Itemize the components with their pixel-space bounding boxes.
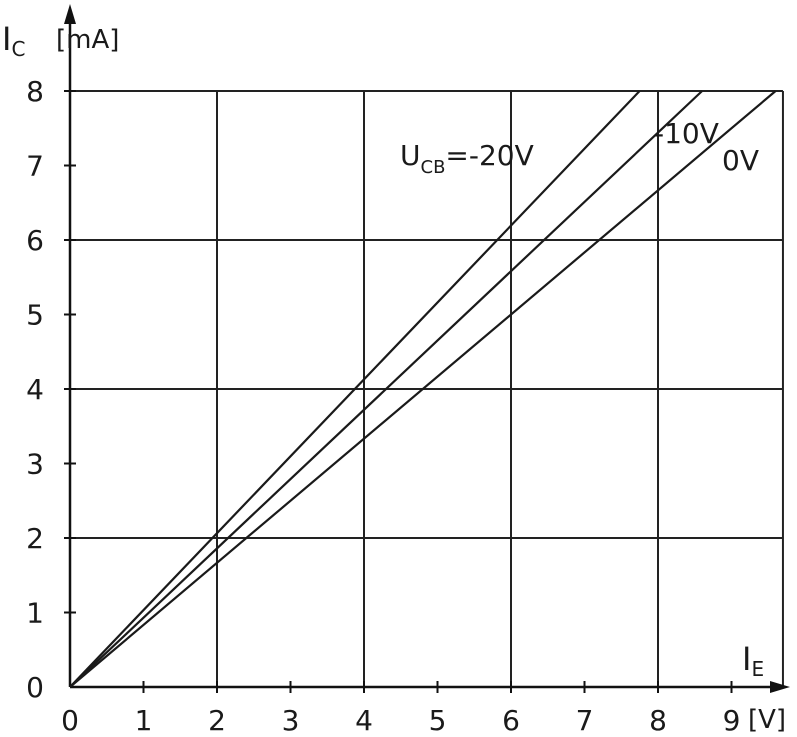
- y-tick-label: 6: [26, 224, 44, 257]
- y-tick-label: 5: [26, 299, 44, 332]
- x-tick-label: 6: [502, 704, 520, 737]
- x-tick-label: 9: [723, 704, 741, 737]
- series-label-ucb-main: U: [400, 139, 421, 172]
- y-axis-unit: [mA]: [56, 25, 119, 55]
- y-tick-label: 4: [26, 373, 44, 406]
- y-tick-label: 7: [26, 150, 44, 183]
- y-tick-label: 0: [26, 671, 44, 704]
- x-tick-label: 7: [576, 704, 594, 737]
- x-tick-label: 4: [355, 704, 373, 737]
- grid: [70, 90, 784, 687]
- y-tick-label: 8: [26, 75, 44, 108]
- series-line-2: [69, 90, 703, 688]
- y-tick-label: 2: [26, 522, 44, 555]
- series-label-ucb-rest: =-20V: [445, 139, 533, 172]
- tick-labels: 0 1 2 3 4 5 6 7 8 9 0 1 2 3 4 5 6 7 8: [26, 75, 740, 737]
- y-axis-title-sub: C: [11, 37, 25, 61]
- y-axis-title-main: I: [2, 20, 11, 58]
- series-label-ucb-20v: UCB=-20V: [400, 139, 534, 178]
- series-line-1: [69, 90, 641, 688]
- x-axis-title-sub: E: [751, 657, 764, 681]
- x-axis-title-main: I: [742, 640, 751, 678]
- y-axis-title: IC: [2, 20, 25, 61]
- x-tick-label: 8: [649, 704, 667, 737]
- series-label-ucb-sub: CB: [421, 157, 446, 178]
- series-line-3: [69, 90, 777, 688]
- y-axis-arrow: [64, 4, 76, 24]
- x-tick-label: 0: [61, 704, 79, 737]
- axes: [64, 4, 790, 693]
- x-tick-label: 5: [429, 704, 447, 737]
- series-label-0v: 0V: [722, 144, 759, 177]
- x-tick-label: 2: [208, 704, 226, 737]
- series-lines: [69, 90, 777, 688]
- x-axis-title: IE: [742, 640, 764, 681]
- x-tick-label: 3: [282, 704, 300, 737]
- y-tick-label: 1: [26, 597, 44, 630]
- x-tick-label: 1: [135, 704, 153, 737]
- x-axis-arrow: [770, 681, 790, 693]
- y-tick-label: 3: [26, 448, 44, 481]
- x-axis-unit: [V]: [748, 705, 786, 735]
- series-label-10v: -10V: [654, 117, 719, 150]
